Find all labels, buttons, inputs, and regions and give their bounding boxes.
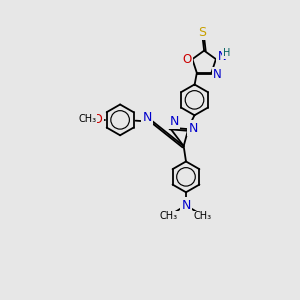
Text: CH₃: CH₃ (160, 211, 178, 221)
Text: CH₃: CH₃ (79, 114, 97, 124)
Text: N: N (142, 111, 152, 124)
Text: S: S (199, 26, 207, 39)
Text: N: N (181, 199, 191, 212)
Text: N: N (170, 115, 179, 128)
Text: O: O (93, 112, 103, 126)
Text: O: O (182, 52, 191, 66)
Text: N: N (218, 50, 226, 63)
Text: H: H (223, 48, 230, 58)
Text: N: N (188, 122, 198, 135)
Text: N: N (213, 68, 222, 81)
Text: CH₃: CH₃ (194, 211, 212, 221)
